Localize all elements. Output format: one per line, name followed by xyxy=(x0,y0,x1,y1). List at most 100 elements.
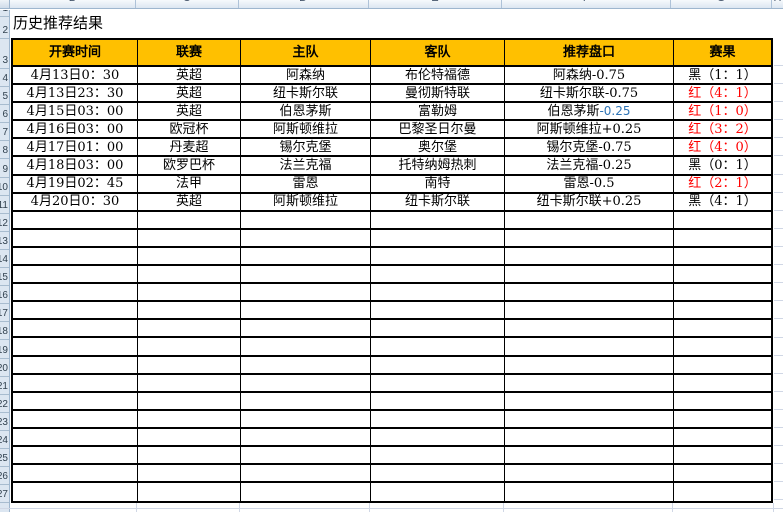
empty-cell[interactable] xyxy=(505,356,674,373)
cell-away-team[interactable]: 南特 xyxy=(371,175,505,192)
empty-cell[interactable] xyxy=(371,338,505,355)
row-header-cell[interactable]: 17 xyxy=(0,304,9,323)
empty-cell[interactable] xyxy=(371,266,505,283)
empty-cell[interactable] xyxy=(371,465,505,482)
empty-cell[interactable] xyxy=(371,374,505,391)
cell-time[interactable]: 4月19日02：45 xyxy=(13,175,138,192)
empty-cell[interactable] xyxy=(371,446,505,464)
empty-cell[interactable] xyxy=(13,410,138,427)
empty-cell[interactable] xyxy=(13,320,138,337)
select-all-corner[interactable] xyxy=(0,0,10,9)
cell-handicap[interactable]: 锡尔克堡-0.75 xyxy=(505,139,674,156)
row-header-cell[interactable]: 11 xyxy=(0,196,9,214)
column-header-segment[interactable]: F xyxy=(502,0,672,8)
empty-cell[interactable] xyxy=(241,446,371,464)
empty-cell[interactable] xyxy=(505,338,674,355)
empty-cell[interactable] xyxy=(505,374,674,391)
empty-cell[interactable] xyxy=(241,410,371,427)
empty-cell[interactable] xyxy=(241,356,371,373)
row-headers-strip[interactable]: 1234567891011121314151617181920212223242… xyxy=(0,10,10,512)
row-header-cell[interactable]: 18 xyxy=(0,322,9,341)
empty-cell[interactable] xyxy=(13,247,138,265)
cell-away-team[interactable]: 富勒姆 xyxy=(371,103,505,120)
column-header-segment[interactable]: D xyxy=(239,0,369,8)
row-header-cell[interactable]: 22 xyxy=(0,395,9,413)
cell-time[interactable]: 4月17日01：00 xyxy=(13,139,138,156)
row-header-cell[interactable]: 4 xyxy=(0,69,9,88)
cell-league[interactable]: 欧冠杯 xyxy=(138,121,241,138)
empty-cell[interactable] xyxy=(13,356,138,373)
empty-cell[interactable] xyxy=(138,302,241,319)
column-header-segment[interactable]: G xyxy=(671,0,773,8)
empty-cell[interactable] xyxy=(138,392,241,409)
empty-cell[interactable] xyxy=(138,483,241,501)
cell-home-team[interactable]: 阿森纳 xyxy=(241,67,371,84)
empty-cell[interactable] xyxy=(505,229,674,246)
cell-time[interactable]: 4月20日0：30 xyxy=(13,193,138,210)
empty-cell[interactable] xyxy=(505,428,674,445)
empty-cell[interactable] xyxy=(371,483,505,501)
row-header-cell[interactable]: 6 xyxy=(0,105,9,124)
empty-cell[interactable] xyxy=(13,211,138,228)
empty-cell[interactable] xyxy=(241,266,371,283)
cell-away-team[interactable]: 纽卡斯尔联 xyxy=(371,193,505,210)
cell-league[interactable]: 英超 xyxy=(138,85,241,102)
cell-home-team[interactable]: 阿斯顿维拉 xyxy=(241,121,371,138)
cell-home-team[interactable]: 纽卡斯尔联 xyxy=(241,85,371,102)
cell-league[interactable]: 欧罗巴杯 xyxy=(138,157,241,174)
empty-cell[interactable] xyxy=(505,446,674,464)
empty-cell[interactable] xyxy=(674,266,771,282)
empty-cell[interactable] xyxy=(674,429,771,445)
row-header-cell[interactable]: 3 xyxy=(0,39,9,69)
empty-cell[interactable] xyxy=(371,392,505,409)
empty-cell[interactable] xyxy=(505,483,674,501)
column-header-segment[interactable]: E xyxy=(369,0,503,8)
empty-cell[interactable] xyxy=(13,229,138,246)
column-header-segment[interactable]: C xyxy=(136,0,239,8)
empty-cell[interactable] xyxy=(241,374,371,391)
row-header-cell[interactable]: 8 xyxy=(0,141,9,160)
row-header-cell[interactable]: 25 xyxy=(0,449,9,468)
empty-cell[interactable] xyxy=(13,446,138,464)
row-header-cell[interactable]: 19 xyxy=(0,340,9,359)
header-home-team[interactable]: 主队 xyxy=(241,40,371,65)
cell-result[interactable]: 红（1：0） xyxy=(688,103,757,119)
empty-cell[interactable] xyxy=(241,302,371,319)
empty-cell[interactable] xyxy=(241,483,371,501)
empty-cell[interactable] xyxy=(674,465,771,481)
cell-result[interactable]: 红（3：2） xyxy=(688,121,757,137)
empty-cell[interactable] xyxy=(241,320,371,337)
empty-cell[interactable] xyxy=(13,428,138,445)
empty-cell[interactable] xyxy=(674,447,771,463)
row-header-cell[interactable]: 12 xyxy=(0,214,9,232)
empty-cell[interactable] xyxy=(13,284,138,301)
cell-handicap[interactable]: 阿森纳-0.75 xyxy=(505,67,674,84)
cell-home-team[interactable]: 法兰克福 xyxy=(241,157,371,174)
empty-cell[interactable] xyxy=(674,302,771,318)
row-header-cell[interactable]: 5 xyxy=(0,87,9,106)
row-header-cell[interactable]: 9 xyxy=(0,159,9,178)
cell-handicap[interactable]: 纽卡斯尔联+0.25 xyxy=(505,193,674,210)
empty-cell[interactable] xyxy=(505,392,674,409)
row-header-cell[interactable]: 21 xyxy=(0,377,9,395)
empty-cell[interactable] xyxy=(674,320,771,336)
row-header-cell[interactable]: 15 xyxy=(0,268,9,287)
row-header-cell[interactable]: 24 xyxy=(0,431,9,449)
empty-cell[interactable] xyxy=(371,302,505,319)
cell-home-team[interactable]: 伯恩茅斯 xyxy=(241,103,371,120)
cell-league[interactable]: 英超 xyxy=(138,193,241,210)
row-header-cell[interactable]: 7 xyxy=(0,123,9,142)
empty-cell[interactable] xyxy=(674,212,771,228)
row-header-cell[interactable]: 26 xyxy=(0,467,9,486)
empty-cell[interactable] xyxy=(13,266,138,283)
column-header-segment[interactable]: H xyxy=(772,0,783,8)
row-header-cell[interactable]: 27 xyxy=(0,485,9,504)
empty-cell[interactable] xyxy=(371,320,505,337)
empty-cell[interactable] xyxy=(13,374,138,391)
empty-cell[interactable] xyxy=(505,302,674,319)
empty-cell[interactable] xyxy=(674,230,771,246)
empty-cell[interactable] xyxy=(138,374,241,391)
empty-cell[interactable] xyxy=(138,320,241,337)
empty-cell[interactable] xyxy=(138,465,241,482)
empty-cell[interactable] xyxy=(505,266,674,283)
